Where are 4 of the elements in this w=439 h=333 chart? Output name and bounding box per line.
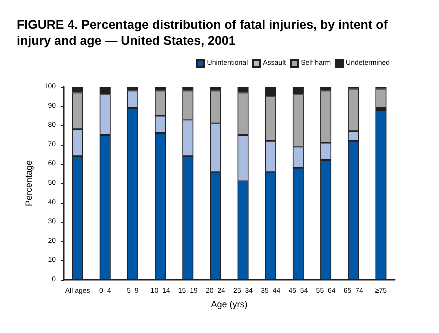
y-axis-title: Percentage bbox=[24, 160, 34, 207]
bar bbox=[376, 88, 387, 108]
x-axis-title: Age (yrs) bbox=[211, 300, 248, 310]
chart-title: FIGURE 4. Percentage distribution of fatal injuries, by intent of injury and age — United States, 2001 bbox=[17, 18, 392, 48]
